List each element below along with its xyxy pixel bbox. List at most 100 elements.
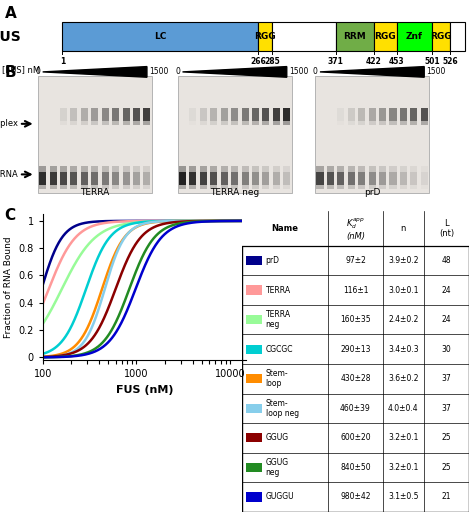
Bar — [220, 185, 228, 189]
Bar — [242, 108, 249, 121]
Bar — [210, 185, 217, 189]
Text: Name: Name — [272, 224, 299, 233]
Bar — [60, 172, 67, 185]
Bar — [49, 172, 56, 185]
Bar — [112, 121, 119, 125]
Bar — [231, 172, 238, 185]
Text: 1500: 1500 — [289, 67, 309, 76]
Text: prD: prD — [364, 188, 380, 197]
Bar — [122, 167, 130, 172]
Bar — [231, 167, 238, 172]
Text: 0: 0 — [36, 67, 40, 76]
Bar — [179, 167, 186, 172]
Text: 290±13: 290±13 — [340, 345, 371, 354]
Bar — [337, 185, 345, 189]
Bar — [317, 172, 324, 185]
Bar — [410, 121, 417, 125]
Text: 4.0±0.4: 4.0±0.4 — [388, 404, 419, 413]
Text: RGG: RGG — [255, 32, 276, 41]
Bar — [242, 121, 249, 125]
Text: RRM: RRM — [343, 32, 366, 41]
Bar — [262, 121, 269, 125]
Bar — [410, 167, 417, 172]
Bar — [421, 167, 428, 172]
Bar — [348, 108, 355, 121]
Bar — [179, 185, 186, 189]
Bar — [262, 108, 269, 121]
Bar — [210, 108, 217, 121]
Text: 24: 24 — [442, 286, 451, 295]
Bar — [262, 167, 269, 172]
Bar — [252, 172, 259, 185]
Bar — [337, 172, 345, 185]
Bar — [246, 492, 262, 502]
Text: prD: prD — [265, 256, 280, 265]
Bar — [189, 121, 196, 125]
Bar — [220, 108, 228, 121]
Bar — [49, 185, 56, 189]
Bar — [348, 121, 355, 125]
Bar — [231, 121, 238, 125]
Bar — [410, 172, 417, 185]
Bar — [133, 167, 140, 172]
Bar — [432, 22, 450, 51]
Bar — [101, 185, 109, 189]
Bar — [400, 172, 407, 185]
Bar — [81, 121, 88, 125]
Text: 3.2±0.1: 3.2±0.1 — [388, 463, 419, 472]
Bar — [143, 167, 151, 172]
Bar — [200, 121, 207, 125]
Bar — [358, 185, 365, 189]
Bar — [133, 172, 140, 185]
Text: 266: 266 — [250, 57, 266, 66]
Bar — [81, 167, 88, 172]
Text: 1500: 1500 — [149, 67, 169, 76]
Bar — [189, 185, 196, 189]
Bar — [400, 121, 407, 125]
Bar — [143, 172, 151, 185]
Bar — [81, 172, 88, 185]
Bar — [91, 121, 99, 125]
Text: GUGGU: GUGGU — [265, 492, 294, 501]
Bar — [133, 108, 140, 121]
Bar — [421, 172, 428, 185]
Polygon shape — [43, 67, 147, 77]
Text: TERRA: TERRA — [265, 286, 291, 295]
Bar — [252, 108, 259, 121]
Bar — [231, 108, 238, 121]
Bar — [200, 108, 207, 121]
Text: 371: 371 — [328, 57, 344, 66]
Text: n: n — [401, 224, 406, 233]
Bar — [112, 172, 119, 185]
Bar — [246, 286, 262, 295]
Bar — [421, 121, 428, 125]
Bar — [122, 172, 130, 185]
Bar — [200, 167, 207, 172]
Bar — [358, 108, 365, 121]
Bar — [38, 76, 152, 193]
Bar — [49, 167, 56, 172]
Text: 0: 0 — [313, 67, 318, 76]
Bar — [246, 256, 262, 265]
Bar — [112, 167, 119, 172]
Bar — [252, 167, 259, 172]
Bar — [81, 185, 88, 189]
Text: 48: 48 — [442, 256, 451, 265]
Text: GGUG
neg: GGUG neg — [265, 458, 289, 477]
Bar — [410, 108, 417, 121]
Bar — [390, 185, 397, 189]
Bar — [283, 108, 290, 121]
Bar — [262, 185, 269, 189]
Text: 526: 526 — [443, 57, 458, 66]
Text: L
(nt): L (nt) — [439, 219, 454, 239]
Bar — [210, 172, 217, 185]
Bar — [374, 22, 397, 51]
Bar — [143, 185, 151, 189]
Bar — [91, 172, 99, 185]
Text: Complex: Complex — [0, 120, 18, 128]
Bar — [327, 167, 334, 172]
Bar — [246, 404, 262, 413]
Bar — [39, 185, 46, 189]
Text: 840±50: 840±50 — [340, 463, 371, 472]
Text: 116±1: 116±1 — [343, 286, 368, 295]
